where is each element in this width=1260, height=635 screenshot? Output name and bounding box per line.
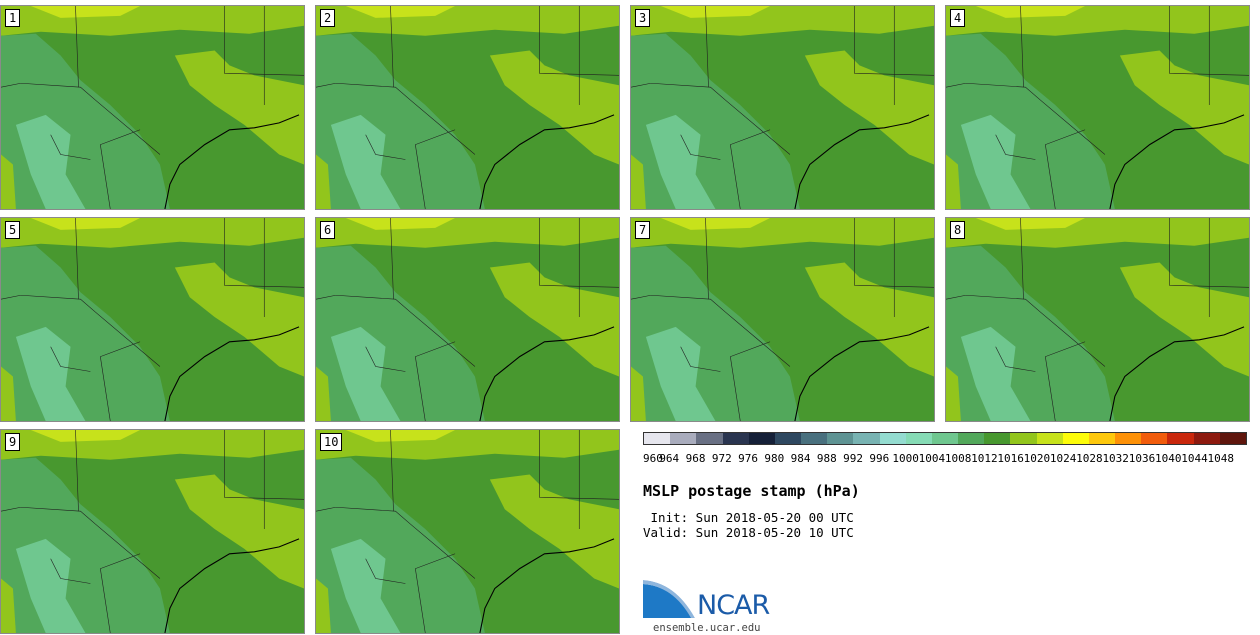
valid-time: Valid: Sun 2018-05-20 10 UTC	[643, 525, 854, 540]
map-panel-6: 6	[315, 217, 620, 422]
legend-tick-labels: 960 964 968 972 976 980 984 988 992 996 1000 1004 10…	[643, 452, 1247, 466]
legend-tick-label: 1024	[1049, 452, 1077, 465]
chart-title: MSLP postage stamp (hPa)	[643, 482, 860, 500]
map-panel-1: 1	[0, 5, 305, 210]
legend-tick-label: 992	[843, 452, 864, 465]
map-panel-10: 10	[315, 429, 620, 634]
legend-tick-label: 1016	[997, 452, 1024, 465]
legend-swatch	[1141, 433, 1168, 444]
panel-number-label: 6	[320, 221, 336, 239]
website-url: ensemble.ucar.edu	[653, 622, 761, 634]
legend-tick-label: 972	[711, 452, 732, 465]
legend-swatch	[1115, 433, 1142, 444]
legend-tick-label: 1000	[892, 452, 919, 465]
legend-tick-label: 1048	[1207, 452, 1234, 465]
color-legend	[643, 432, 1247, 445]
legend-swatch	[1219, 433, 1246, 444]
legend-swatch	[644, 433, 671, 444]
legend-tick-label: 1012	[971, 452, 998, 465]
map-panel-4: 4	[945, 5, 1250, 210]
legend-tick-label: 984	[790, 452, 811, 465]
legend-swatch	[801, 433, 828, 444]
legend-swatch	[748, 433, 775, 444]
init-time: Init: Sun 2018-05-20 00 UTC	[643, 510, 854, 525]
map-panel-2: 2	[315, 5, 620, 210]
legend-tick-label: 996	[869, 452, 890, 465]
legend-swatch	[853, 433, 880, 444]
legend-swatch	[931, 433, 959, 444]
legend-swatch	[827, 433, 854, 444]
map-panel-9: 9	[0, 429, 305, 634]
legend-swatch	[1036, 433, 1063, 444]
ncar-logo-icon	[643, 578, 697, 618]
panel-number-label: 3	[635, 9, 651, 27]
legend-tick-label: 1004	[918, 452, 946, 465]
legend-swatch	[958, 433, 985, 444]
map-panel-3: 3	[630, 5, 935, 210]
panel-number-label: 7	[635, 221, 651, 239]
map-panel-8: 8	[945, 217, 1250, 422]
panel-number-label: 2	[320, 9, 336, 27]
panel-number-label: 10	[320, 433, 343, 451]
legend-tick-label: 1028	[1076, 452, 1103, 465]
legend-tick-label: 1020	[1023, 452, 1051, 465]
panel-number-label: 4	[950, 9, 966, 27]
panel-number-label: 9	[5, 433, 21, 451]
legend-tick-label: 988	[816, 452, 837, 465]
legend-swatch	[905, 433, 932, 444]
legend-swatch	[1193, 433, 1220, 444]
legend-tick-label: 980	[764, 452, 785, 465]
legend-tick-label: 964	[659, 452, 680, 465]
legend-swatch	[1088, 433, 1116, 444]
legend-tick-label: 960	[643, 452, 663, 465]
legend-tick-label: 1040	[1154, 452, 1182, 465]
legend-swatch	[879, 433, 906, 444]
map-panel-7: 7	[630, 217, 935, 422]
panel-number-label: 1	[5, 9, 21, 27]
legend-tick-label: 976	[738, 452, 758, 465]
legend-tick-label: 1044	[1181, 452, 1208, 465]
logo-text: NCAR	[697, 590, 770, 621]
legend-tick-label: 1036	[1128, 452, 1156, 465]
legend-swatch	[984, 433, 1011, 444]
legend-tick-label: 1032	[1102, 452, 1129, 465]
map-panel-5: 5	[0, 217, 305, 422]
legend-swatch	[774, 433, 802, 444]
legend-tick-label: 968	[685, 452, 706, 465]
legend-swatch	[670, 433, 697, 444]
legend-tick-label: 1008	[944, 452, 972, 465]
legend-swatch	[1167, 433, 1194, 444]
legend-swatch	[722, 433, 749, 444]
legend-swatch	[1062, 433, 1089, 444]
legend-swatch	[1010, 433, 1037, 444]
panel-number-label: 5	[5, 221, 21, 239]
legend-swatch	[696, 433, 723, 444]
panel-number-label: 8	[950, 221, 966, 239]
